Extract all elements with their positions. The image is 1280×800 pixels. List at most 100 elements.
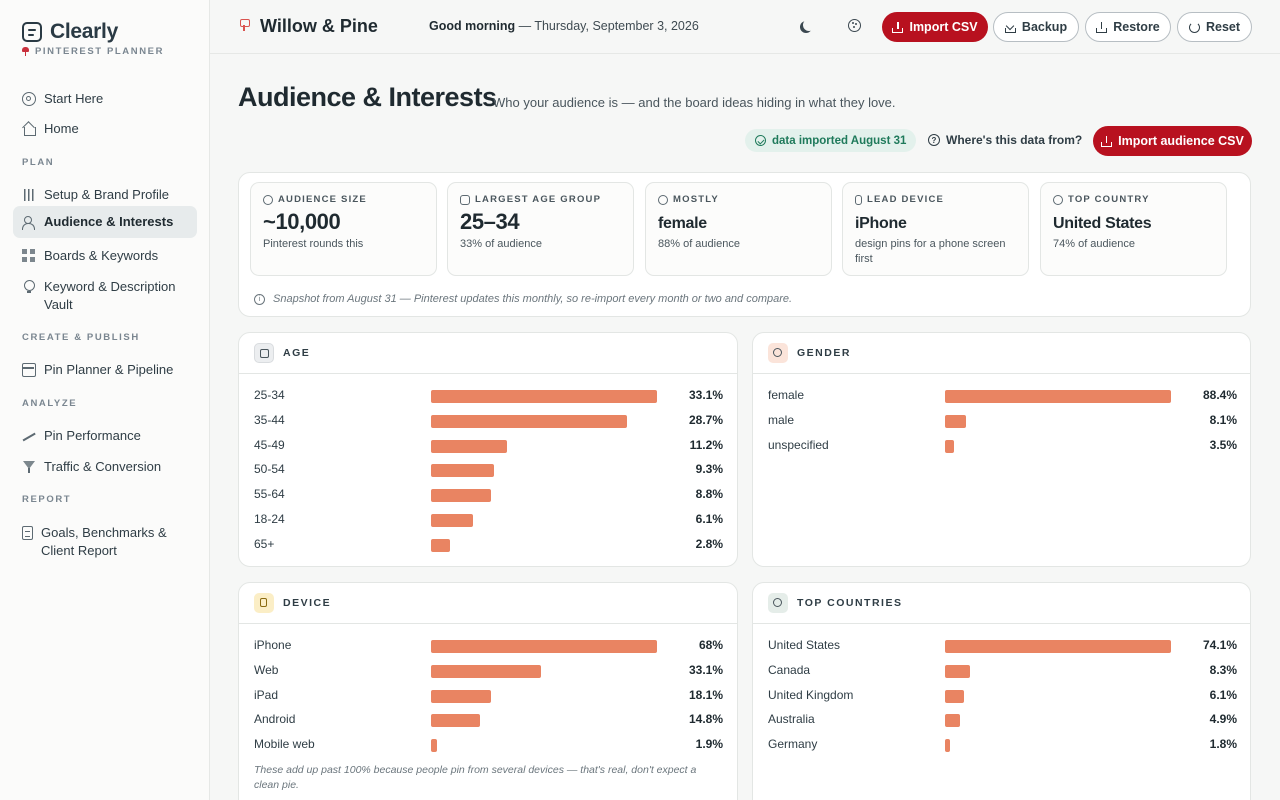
- brand-subtitle-text: PINTEREST PLANNER: [35, 46, 165, 57]
- bar-label: unspecified: [768, 437, 829, 452]
- bar-percent: 3.5%: [1209, 437, 1237, 452]
- bar: [431, 464, 494, 478]
- nav-section-report: REPORT: [22, 494, 72, 505]
- stat-note: 33% of audience: [460, 238, 542, 250]
- reset-label: Reset: [1205, 20, 1241, 34]
- greeting-strong: Good morning: [429, 19, 516, 33]
- stat-label: LEAD DEVICE: [855, 194, 944, 205]
- users-icon: [658, 194, 668, 205]
- brand-logo[interactable]: Clearly: [22, 20, 118, 44]
- bar-label: 45-49: [254, 437, 285, 452]
- bar: [945, 390, 1171, 403]
- upload-icon: [892, 21, 904, 33]
- stat-note: 74% of audience: [1053, 238, 1135, 250]
- bar-track: [945, 664, 1171, 678]
- backup-button[interactable]: Backup: [993, 12, 1079, 42]
- phone-icon: [855, 194, 862, 205]
- bar-percent: 14.8%: [688, 712, 723, 727]
- upload-icon: [1096, 21, 1108, 33]
- bar-track: [945, 689, 1171, 703]
- bar-track: [431, 390, 657, 403]
- data-source-help-link[interactable]: ? Where's this data from?: [928, 133, 1082, 147]
- bar: [431, 489, 491, 503]
- help-icon: ?: [928, 134, 940, 146]
- sidebar-item-setup[interactable]: Setup & Brand Profile: [13, 179, 197, 211]
- bar-label: Canada: [768, 662, 811, 677]
- sidebar-item-performance[interactable]: Pin Performance: [13, 420, 197, 452]
- bar-label: 50-54: [254, 462, 285, 477]
- stat-mostly: MOSTLY female 88% of audience: [645, 182, 832, 276]
- sidebar-item-label: Setup & Brand Profile: [44, 187, 170, 202]
- sidebar-item-label: Pin Performance: [44, 428, 141, 443]
- sidebar-item-planner[interactable]: Pin Planner & Pipeline: [13, 354, 197, 386]
- target-icon: [22, 92, 36, 106]
- stat-value: ~10,000: [263, 209, 341, 234]
- top-countries-panel: TOP COUNTRIES United States 74.1% Canada 8.…: [752, 582, 1251, 800]
- moon-icon[interactable]: [800, 17, 818, 35]
- restore-label: Restore: [1113, 20, 1160, 34]
- bar-percent: 88.4%: [1202, 388, 1237, 402]
- document-icon: [22, 526, 33, 540]
- sidebar-item-vault[interactable]: Keyword & Description Vault: [13, 271, 197, 321]
- stat-label-text: LARGEST AGE GROUP: [475, 194, 602, 205]
- panel-title: AGE: [283, 347, 311, 359]
- sidebar-item-boards[interactable]: Boards & Keywords: [13, 240, 197, 272]
- stat-note: design pins for a phone screen first: [855, 238, 1006, 265]
- restore-button[interactable]: Restore: [1085, 12, 1171, 42]
- home-icon: [22, 122, 36, 136]
- brand-name: Clearly: [50, 20, 118, 43]
- bar-track: [431, 714, 657, 728]
- panel-header: TOP COUNTRIES: [753, 583, 1250, 624]
- bar-track: [431, 439, 657, 453]
- sidebar-item-start-here[interactable]: Start Here: [13, 83, 197, 115]
- gender-panel: GENDER female 88.4% male 8.1% unspecified 3.5…: [752, 332, 1251, 567]
- bar: [945, 640, 1171, 653]
- phone-icon: [254, 593, 274, 613]
- trend-up-icon: [22, 429, 36, 443]
- calendar-icon: [254, 343, 274, 363]
- user-icon: [263, 194, 273, 205]
- sidebar-item-goals[interactable]: Goals, Benchmarks & Client Report: [13, 517, 197, 567]
- sidebar-item-audience[interactable]: Audience & Interests: [13, 206, 197, 238]
- reset-button[interactable]: Reset: [1177, 12, 1252, 42]
- bar-label: Germany: [768, 737, 818, 752]
- stat-label: TOP COUNTRY: [1053, 194, 1150, 205]
- bar-label: 18-24: [254, 512, 285, 526]
- calendar-icon: [22, 363, 36, 377]
- workspace-name[interactable]: Willow & Pine: [260, 16, 378, 36]
- stat-label: MOSTLY: [658, 194, 719, 205]
- bar-percent: 2.8%: [695, 536, 723, 551]
- bar-label: Australia: [768, 712, 815, 727]
- bar-percent: 1.9%: [695, 737, 723, 752]
- bar-track: [945, 714, 1171, 728]
- bar-label: iPad: [254, 687, 279, 702]
- bar-label: 65+: [254, 536, 275, 551]
- stat-value: iPhone: [855, 215, 907, 232]
- sidebar-item-label: Start Here: [44, 91, 104, 106]
- users-icon: [768, 343, 788, 363]
- import-audience-csv-button[interactable]: Import audience CSV: [1093, 126, 1252, 156]
- nav-section-analyze: ANALYZE: [22, 398, 78, 409]
- bar: [945, 664, 970, 678]
- backup-label: Backup: [1021, 20, 1068, 34]
- info-icon: i: [254, 293, 265, 305]
- sidebar-item-traffic[interactable]: Traffic & Conversion: [13, 451, 197, 483]
- palette-icon[interactable]: [846, 17, 864, 35]
- bar-label: United States: [768, 638, 841, 652]
- bar: [945, 689, 964, 703]
- sliders-icon: [22, 188, 36, 202]
- import-csv-button[interactable]: Import CSV: [882, 12, 988, 42]
- bar-percent: 68%: [698, 638, 723, 652]
- globe-icon: [1053, 194, 1063, 205]
- bar-label: 25-34: [254, 388, 285, 402]
- bar: [431, 640, 657, 653]
- nav-section-plan: PLAN: [22, 157, 55, 168]
- sidebar-item-home[interactable]: Home: [13, 113, 197, 145]
- stat-value: United States: [1053, 215, 1152, 232]
- panel-title: TOP COUNTRIES: [797, 597, 903, 609]
- device-panel: DEVICE iPhone 68% Web 33.1% iPad 18.1% Android…: [238, 582, 738, 800]
- globe-icon: [768, 593, 788, 613]
- bar-percent: 6.1%: [695, 512, 723, 526]
- bar-track: [945, 640, 1171, 653]
- bar-track: [431, 538, 657, 552]
